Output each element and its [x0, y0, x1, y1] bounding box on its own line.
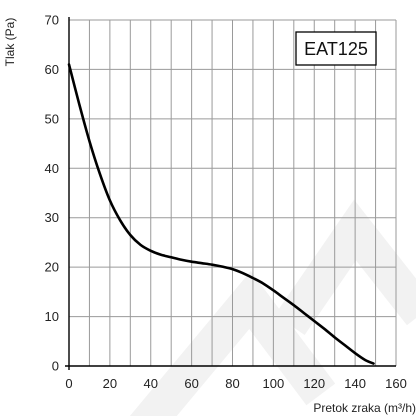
series-line: [67, 63, 375, 365]
x-tick-label: 20: [103, 376, 117, 391]
series-layer: [67, 63, 375, 365]
grid: [68, 19, 397, 367]
x-tick-label: 160: [385, 376, 407, 391]
x-tick-label: 0: [65, 376, 72, 391]
y-tick-label: 60: [45, 62, 59, 77]
y-axis-title: Tlak (Pa): [3, 18, 17, 67]
y-tick-label: 40: [45, 161, 59, 176]
axes: [65, 17, 396, 370]
y-tick-label: 10: [45, 309, 59, 324]
x-tick-label: 120: [303, 376, 325, 391]
x-tick-label: 80: [225, 376, 239, 391]
x-tick-label: 140: [344, 376, 366, 391]
x-tick-label: 40: [144, 376, 158, 391]
y-tick-label: 30: [45, 210, 59, 225]
x-tick-label: 60: [184, 376, 198, 391]
y-tick-label: 50: [45, 111, 59, 126]
y-tick-label: 70: [45, 13, 59, 28]
tick-labels: 0 20 40 60 80 100 120 140 160 0 10 20 30 40 50 60 70: [45, 13, 407, 392]
y-tick-label: 20: [45, 260, 59, 275]
annotation-label: EAT125: [304, 39, 368, 59]
annotation-box: EAT125: [295, 31, 377, 66]
annotation-box-frame: [295, 31, 377, 66]
x-axis-title: Pretok zraka (m³/h): [313, 401, 416, 415]
x-tick-label: 100: [263, 376, 285, 391]
y-tick-label: 0: [52, 359, 59, 374]
